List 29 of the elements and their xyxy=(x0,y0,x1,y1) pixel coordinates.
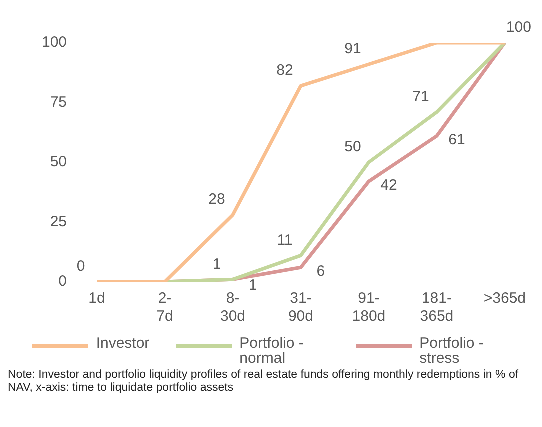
data-label: 1 xyxy=(212,256,222,273)
y-tick-label: 100 xyxy=(42,34,68,52)
x-tick-label: 8-30d xyxy=(220,290,246,326)
data-label: 61 xyxy=(448,131,466,148)
y-tick-label: 75 xyxy=(50,94,68,111)
x-tick-label: 91-180d xyxy=(352,290,386,326)
x-tick-label: 1d xyxy=(88,290,106,308)
data-label: 28 xyxy=(208,191,226,208)
data-label: 82 xyxy=(276,62,294,80)
legend-label: Investor xyxy=(96,335,150,352)
data-label: 6 xyxy=(316,262,326,280)
data-label: 91 xyxy=(344,40,362,58)
legend-label: Portfolio - normal xyxy=(240,335,305,367)
data-label: 100 xyxy=(506,19,532,36)
y-tick-label: 0 xyxy=(58,273,68,290)
data-label: 0 xyxy=(76,258,86,276)
legend-label: Portfolio - stress xyxy=(420,335,485,367)
y-tick-label: 50 xyxy=(50,154,68,171)
data-label: 71 xyxy=(412,88,430,106)
x-tick-label: >365d xyxy=(484,290,526,308)
y-tick-label: 25 xyxy=(50,213,68,230)
x-tick-label: 2-7d xyxy=(156,290,174,326)
x-tick-label: 181-365d xyxy=(420,290,454,326)
data-label: 1 xyxy=(248,276,258,294)
x-tick-label: 31-90d xyxy=(288,290,314,326)
text: Note: Investor and portfolio liquidity profiles of real estate funds offering monthly redemptions in % of NAV, x-axis: time to liquidate portfolio assets xyxy=(8,369,520,395)
data-label: 42 xyxy=(380,176,398,194)
data-label: 50 xyxy=(344,138,362,156)
data-label: 11 xyxy=(277,232,293,249)
